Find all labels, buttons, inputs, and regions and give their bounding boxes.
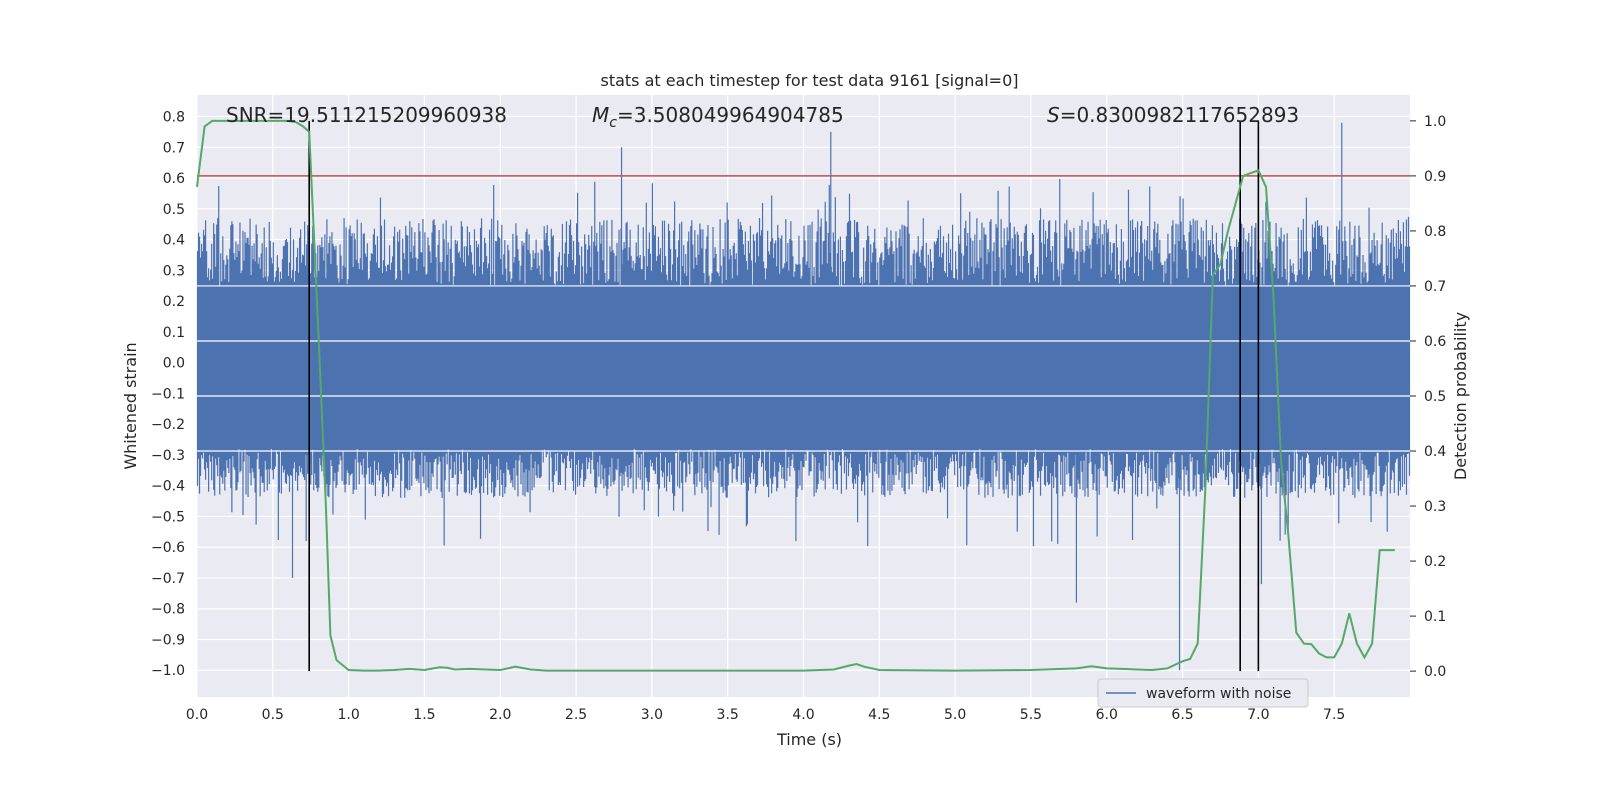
y-left-tick-label: 0.6 [163,171,185,187]
y-left-tick-label: −1.0 [151,663,185,679]
waveform-core [197,285,1410,449]
y-right-tick-label: 0.5 [1424,389,1446,405]
x-tick-label: 3.5 [717,707,739,723]
mc-symbol: M [592,103,609,127]
x-tick-label: 7.0 [1247,707,1269,723]
s-value: =0.8300982117652893 [1060,103,1299,127]
x-tick-label: 7.5 [1323,707,1345,723]
y-left-tick-label: −0.2 [151,417,185,433]
y-left-tick-label: −0.3 [151,448,185,464]
y-left-tick-label: 0.5 [163,202,185,218]
x-tick-label: 3.0 [641,707,663,723]
mc-subscript: c [609,115,617,131]
legend-box [1097,678,1309,708]
x-tick-label: 1.0 [337,707,359,723]
legend: waveform with noise [1097,678,1309,708]
y-right-tick-label: 0.8 [1424,224,1446,240]
y-right-tick-label: 0.2 [1424,554,1446,570]
y-right-tick-label: 0.4 [1424,444,1446,460]
x-axis-label: Time (s) [776,730,842,749]
x-tick-label: 0.0 [186,707,208,723]
y-right-tick-label: 0.3 [1424,499,1446,515]
x-tick-label: 2.5 [565,707,587,723]
snr-annotation: SNR=19.511215209960938 [226,103,507,127]
y-axis-label-right: Detection probability [1451,312,1470,480]
y-left-tick-label: −0.5 [151,509,185,525]
chirp-mass-annotation: Mc=3.508049964904785 [592,103,844,131]
y-right-tick-label: 0.7 [1424,279,1446,295]
mc-value: =3.508049964904785 [617,103,844,127]
x-tick-label: 0.5 [262,707,284,723]
y-left-tick-label: 0.1 [163,325,185,341]
x-tick-label: 4.0 [792,707,814,723]
x-tick-label: 1.5 [413,707,435,723]
ticks: 0.0 0.5 1.0 1.5 2.0 2.5 3.0 3.5 4.0 4.5 5.0 5.5 6.0 6… [151,110,1446,723]
y-left-tick-label: −0.7 [151,571,185,587]
x-tick-label: 6.0 [1096,707,1118,723]
y-axis-label-left: Whitened strain [121,342,140,469]
legend-label: waveform with noise [1146,686,1291,702]
x-tick-label: 6.5 [1171,707,1193,723]
y-right-tick-label: 0.9 [1424,169,1446,185]
y-left-tick-label: −0.6 [151,540,185,556]
y-left-tick-label: 0.2 [163,294,185,310]
y-left-tick-label: −0.4 [151,479,185,495]
y-left-tick-label: 0.7 [163,140,185,156]
y-right-tick-label: 0.1 [1424,609,1446,625]
x-tick-label: 5.0 [944,707,966,723]
y-left-tick-label: −0.8 [151,602,185,618]
x-tick-label: 5.5 [1020,707,1042,723]
y-left-tick-label: −0.1 [151,386,185,402]
y-right-tick-label: 1.0 [1424,114,1446,130]
y-left-tick-label: −0.9 [151,632,185,648]
y-right-tick-label: 0.6 [1424,334,1446,350]
y-left-tick-label: 0.3 [163,263,185,279]
y-left-tick-label: 0.4 [163,233,185,249]
y-right-tick-label: 0.0 [1424,664,1446,680]
probability-line [196,119,1395,672]
x-tick-label: 2.0 [489,707,511,723]
s-annotation: S=0.8300982117652893 [1047,103,1299,127]
y-left-tick-label: 0.8 [163,110,185,126]
y-left-tick-label: 0.0 [163,356,185,372]
overlay [196,119,1410,672]
s-symbol: S [1047,103,1060,127]
x-tick-label: 4.5 [868,707,890,723]
chart-title: stats at each timestep for test data 916… [600,71,1018,90]
